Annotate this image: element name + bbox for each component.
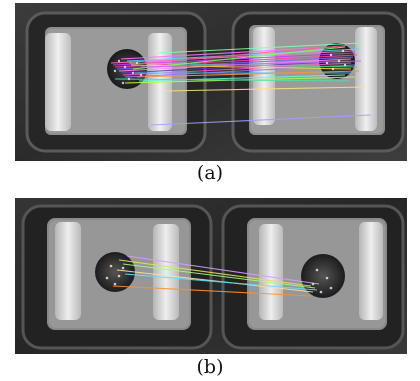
feature-match-lines (112, 255, 320, 297)
keypoints-right (311, 268, 333, 294)
right-component (221, 204, 405, 350)
panel-b-image (15, 198, 407, 354)
keypoints-right (325, 49, 347, 71)
panel-a-image (15, 3, 407, 161)
keypoints-left (113, 59, 143, 85)
panel-a-photo (15, 3, 407, 161)
feature-match-lines (110, 42, 372, 126)
right-component (231, 11, 405, 153)
caption-b: (b) (196, 356, 224, 378)
panel-b-photo (15, 198, 407, 354)
keypoints-left (105, 264, 125, 286)
caption-a: (a) (196, 162, 224, 184)
left-component (21, 204, 213, 350)
